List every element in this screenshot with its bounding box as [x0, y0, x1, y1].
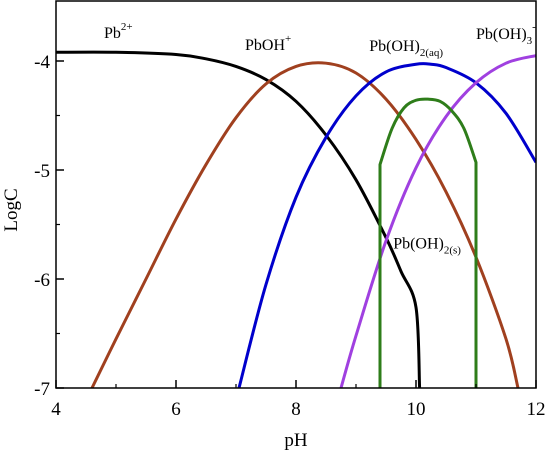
species-label-pb-oh-2-s: Pb(OH)2(s)	[393, 235, 461, 256]
x-tick-label: 6	[171, 399, 181, 420]
series-line-pb-oh-2-aq	[237, 62, 536, 388]
ticks-layer: 4 6 8 10 12 -7 -6 -5 -4	[34, 52, 545, 420]
series-line-pb-oh-3	[339, 54, 536, 388]
species-label-pb2: Pb2+	[104, 21, 133, 42]
x-tick-label: 12	[527, 399, 546, 420]
y-tick-label: -5	[34, 161, 50, 182]
series-layer	[56, 50, 536, 388]
series-line-pb-oh-2-s	[378, 97, 478, 388]
y-tick-label: -6	[34, 270, 50, 291]
x-axis-title: pH	[284, 430, 308, 451]
species-label-pb-oh-2-aq: Pb(OH)2(aq)	[369, 38, 443, 59]
y-axis-title: LogC	[1, 188, 22, 231]
x-tick-label: 4	[51, 399, 61, 420]
x-tick-label: 10	[407, 399, 426, 420]
y-tick-label: -4	[34, 52, 50, 73]
x-tick-label: 8	[291, 399, 301, 420]
series-line-pb2	[56, 50, 422, 388]
species-label-pboh: PbOH+	[245, 33, 291, 54]
species-label-pb-oh-3: Pb(OH)3-	[476, 21, 536, 47]
y-tick-label: -7	[34, 379, 50, 400]
species-labels: Pb2+ PbOH+ Pb(OH)2(aq) Pb(OH)3- Pb(OH)2(s)	[104, 21, 536, 256]
series-line-pboh	[90, 61, 520, 388]
